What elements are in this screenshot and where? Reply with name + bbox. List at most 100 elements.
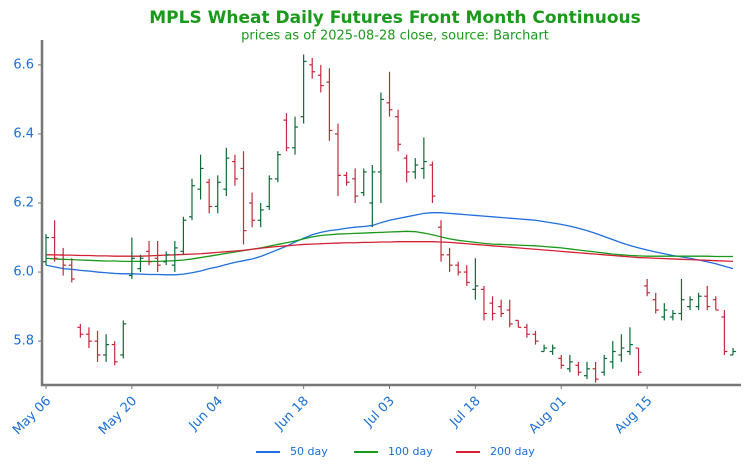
- ohlc-bar: [575, 361, 582, 376]
- x-tick-label: Jun 04: [186, 394, 226, 434]
- ohlc-bar: [309, 57, 316, 79]
- y-tick-label: 6.4: [13, 126, 34, 141]
- x-tick-label: Jul 18: [447, 394, 484, 431]
- ohlc-bar: [283, 113, 290, 152]
- y-tick-label: 6.0: [13, 265, 34, 280]
- ohlc-bar: [257, 203, 264, 228]
- ma-line: [46, 241, 734, 263]
- ohlc-bar: [695, 292, 702, 311]
- ohlc-bar: [626, 327, 633, 355]
- chart-title: MPLS Wheat Daily Futures Front Month Con…: [149, 8, 640, 28]
- ohlc-bar: [231, 154, 238, 186]
- ohlc-bar: [223, 147, 230, 197]
- ohlc-bar: [300, 54, 307, 124]
- ohlc-bar: [369, 165, 376, 228]
- ohlc-bar: [515, 319, 522, 328]
- ohlc-bar: [712, 296, 719, 311]
- ohlc-bar: [274, 151, 281, 183]
- ohlc-bar: [532, 330, 539, 345]
- legend-label: 50 day: [290, 445, 328, 458]
- x-tick-label: Jul 03: [361, 394, 398, 431]
- legend-label: 200 day: [490, 445, 535, 458]
- ohlc-bar: [618, 334, 625, 362]
- ohlc-bar: [549, 344, 556, 355]
- ohlc-bar: [412, 158, 419, 179]
- ohlc-bar: [137, 254, 144, 273]
- ohlc-bar: [85, 327, 92, 349]
- ohlc-bar: [111, 341, 118, 366]
- ohlc-bar: [652, 292, 659, 314]
- ohlc-bar: [429, 161, 436, 204]
- ohlc-bar: [317, 64, 324, 93]
- ma-line: [45, 230, 733, 263]
- ohlc-bar: [609, 341, 616, 369]
- ohlc-bar: [661, 303, 668, 321]
- ohlc-bar: [77, 323, 84, 338]
- ohlc-bar: [120, 320, 127, 359]
- ohlc-bar: [180, 216, 187, 255]
- ohlc-bar: [498, 299, 505, 317]
- ohlc-bar: [103, 334, 110, 362]
- ohlc-bar: [455, 261, 462, 276]
- ohlc-bar: [343, 171, 350, 186]
- ohlc-bar: [489, 296, 496, 321]
- x-tick-label: May 06: [10, 394, 54, 438]
- ohlc-bar: [94, 330, 101, 362]
- ohlc-bar: [523, 323, 530, 338]
- ohlc-bar: [197, 154, 204, 200]
- ohlc-bar: [678, 278, 685, 321]
- ohlc-bar: [704, 285, 711, 311]
- ohlc-bar: [334, 123, 341, 197]
- ohlc-bar: [592, 361, 599, 383]
- ohlc-bar: [506, 299, 513, 328]
- ohlc-bar: [266, 175, 273, 210]
- ohlc-bar: [188, 178, 195, 221]
- ohlc-bar: [730, 348, 736, 356]
- ohlc-bar: [214, 175, 221, 214]
- chart-subtitle: prices as of 2025-08-28 close, source: B…: [241, 29, 549, 44]
- x-tick-label: Aug 15: [612, 394, 655, 437]
- ohlc-bar: [463, 265, 470, 286]
- y-tick-label: 6.6: [13, 57, 34, 72]
- ohlc-bar: [541, 344, 548, 353]
- ohlc-bar: [292, 116, 299, 155]
- ma-line: [45, 212, 734, 276]
- ohlc-bar: [669, 310, 676, 321]
- ohlc-bar: [566, 354, 573, 373]
- x-tick-label: May 20: [96, 394, 140, 438]
- ohlc-bar: [146, 240, 153, 266]
- ohlc-bar: [472, 258, 479, 300]
- y-tick-label: 6.2: [13, 196, 34, 211]
- ohlc-bar: [206, 178, 213, 214]
- ohlc-bar: [403, 154, 410, 183]
- ohlc-bar: [420, 137, 427, 179]
- ohlc-bar: [240, 151, 247, 245]
- ohlc-bar: [635, 347, 642, 376]
- y-tick-label: 5.8: [13, 334, 34, 349]
- ohlc-bar: [51, 220, 58, 262]
- ohlc-bar: [446, 247, 453, 273]
- ohlc-bar: [558, 354, 565, 369]
- ohlc-bar: [326, 68, 333, 141]
- x-tick-label: Aug 01: [526, 394, 569, 437]
- ohlc-bar: [480, 285, 487, 321]
- ohlc-bar: [60, 247, 67, 276]
- ohlc-bar: [395, 109, 402, 152]
- ohlc-bar: [154, 240, 161, 273]
- ohlc-bar: [584, 361, 591, 380]
- ohlc-bar: [721, 310, 728, 355]
- ohlc-bar: [43, 234, 49, 266]
- ohlc-bar: [601, 354, 608, 376]
- ohlc-bar: [171, 240, 178, 273]
- ohlc-bar: [377, 92, 384, 204]
- ohlc-bar: [68, 258, 75, 283]
- x-tick-label: Jun 18: [272, 394, 312, 434]
- ohlc-bar: [249, 192, 256, 228]
- ohlc-bar: [352, 168, 359, 204]
- ohlc-bar: [438, 220, 445, 262]
- legend-label: 100 day: [388, 445, 433, 458]
- ohlc-bar: [360, 168, 367, 197]
- ohlc-bar: [386, 71, 393, 117]
